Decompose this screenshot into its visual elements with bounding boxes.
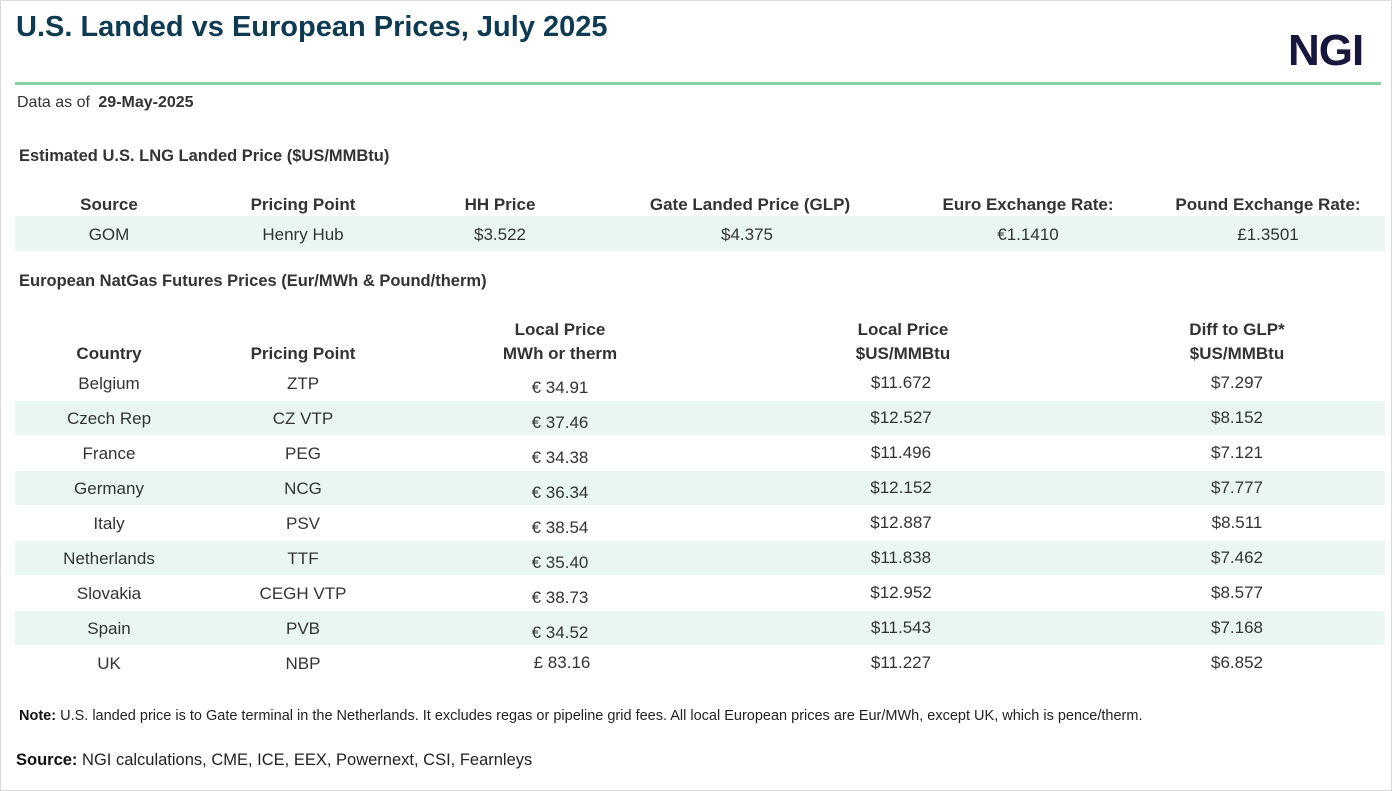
eu-col-diff-glp: Diff to GLP* $US/MMBtu [1189,318,1284,366]
row-local-usd: $11.543 [870,618,932,637]
landed-section-title: Estimated U.S. LNG Landed Price ($US/MMB… [19,147,390,165]
landed-col-euro-rate: Euro Exchange Rate: [942,195,1114,214]
row-country: Netherlands [63,549,155,568]
row-diff-glp: $7.121 [1211,443,1263,462]
row-country: Spain [87,619,131,638]
landed-pound-rate: £1.3501 [1237,225,1299,244]
landed-col-glp: Gate Landed Price (GLP) [649,195,851,214]
row-local-price: € 34.52 [531,623,589,642]
row-local-usd: $12.527 [870,408,932,427]
row-country: UK [97,654,121,673]
eu-col-local-usd-line1: Local Price [857,320,949,339]
row-diff-glp: $8.577 [1211,583,1263,602]
eu-col-pricing-point: Pricing Point [250,344,356,363]
row-local-price: € 38.73 [531,588,589,607]
landed-col-pricing-point: Pricing Point [250,195,356,214]
row-local-price: € 37.46 [531,413,589,432]
row-diff-glp: $6.852 [1211,653,1263,672]
row-local-usd: $12.152 [870,478,932,497]
row-local-price: € 34.38 [531,448,589,467]
row-pricing-point: PVB [285,619,321,638]
row-local-usd: $11.496 [870,443,932,462]
source-text: NGI calculations, CME, ICE, EEX, Powerne… [82,751,533,769]
row-country: Italy [93,514,125,533]
eu-col-local-price-line1: Local Price [514,320,606,339]
landed-glp: $4.375 [721,225,773,244]
row-diff-glp: $7.168 [1211,618,1263,637]
row-local-usd: $11.838 [870,548,932,567]
row-country: France [82,444,136,463]
row-diff-glp: $8.511 [1211,513,1263,532]
row-band [15,611,1385,645]
row-diff-glp: $7.297 [1211,373,1263,392]
row-local-usd: $12.952 [870,583,932,602]
row-country: Slovakia [76,584,142,603]
data-as-of: Data as of 29-May-2025 [17,94,194,112]
row-local-usd: $12.887 [870,513,932,532]
landed-col-pound-rate: Pound Exchange Rate: [1175,195,1361,214]
row-local-usd: $11.672 [870,373,932,392]
row-diff-glp: $7.777 [1211,478,1263,497]
row-pricing-point: PSV [285,514,321,533]
row-local-price: € 36.34 [531,483,589,502]
row-local-price: € 34.91 [531,378,589,397]
landed-hh-price: $3.522 [474,225,526,244]
landed-pricing-point: Henry Hub [262,225,344,244]
eu-col-diff-glp-line1: Diff to GLP* [1189,320,1285,339]
note-text: U.S. landed price is to Gate terminal in… [60,708,1143,724]
row-pricing-point: CZ VTP [272,409,334,428]
ngi-logo: NGI [1288,26,1364,75]
eu-col-diff-glp-line2: $US/MMBtu [1189,344,1285,363]
eu-col-local-usd-line2: $US/MMBtu [855,344,951,363]
row-local-price: £ 83.16 [533,653,591,672]
eu-col-local-usd: Local Price $US/MMBtu [856,318,950,366]
landed-euro-rate: €1.1410 [997,225,1059,244]
row-country: Belgium [78,374,140,393]
row-country: Czech Rep [66,409,152,428]
european-section-title: European NatGas Futures Prices (Eur/MWh … [19,272,487,290]
source-line: Source: NGI calculations, CME, ICE, EEX,… [16,751,532,770]
row-pricing-point: ZTP [286,374,320,393]
row-band [15,401,1385,435]
eu-col-local-price: Local Price MWh or therm [503,318,617,366]
header-divider [15,82,1381,85]
row-band [15,541,1385,575]
source-label: Source: [16,751,78,769]
row-pricing-point: PEG [285,444,321,463]
eu-col-country: Country [76,344,142,363]
row-local-price: € 38.54 [531,518,589,537]
row-pricing-point: CEGH VTP [259,584,347,603]
landed-row-band [15,216,1385,251]
row-pricing-point: NCG [284,479,322,498]
data-as-of-date: 29-May-2025 [98,94,194,111]
page-title: U.S. Landed vs European Prices, July 202… [16,11,608,43]
row-country: Germany [74,479,144,498]
landed-col-hh-price: HH Price [464,195,536,214]
footnote: Note: U.S. landed price is to Gate termi… [19,708,1142,724]
row-local-usd: $11.227 [870,653,932,672]
row-band [15,471,1385,505]
eu-col-local-price-line2: MWh or therm [502,344,618,363]
row-local-price: € 35.40 [531,553,589,572]
row-pricing-point: TTF [287,549,319,568]
row-diff-glp: $8.152 [1211,408,1263,427]
landed-col-source: Source [80,195,138,214]
landed-source: GOM [88,225,130,244]
data-as-of-label: Data as of [17,94,90,111]
row-diff-glp: $7.462 [1211,548,1263,567]
row-pricing-point: NBP [285,654,321,673]
note-label: Note: [19,708,57,724]
